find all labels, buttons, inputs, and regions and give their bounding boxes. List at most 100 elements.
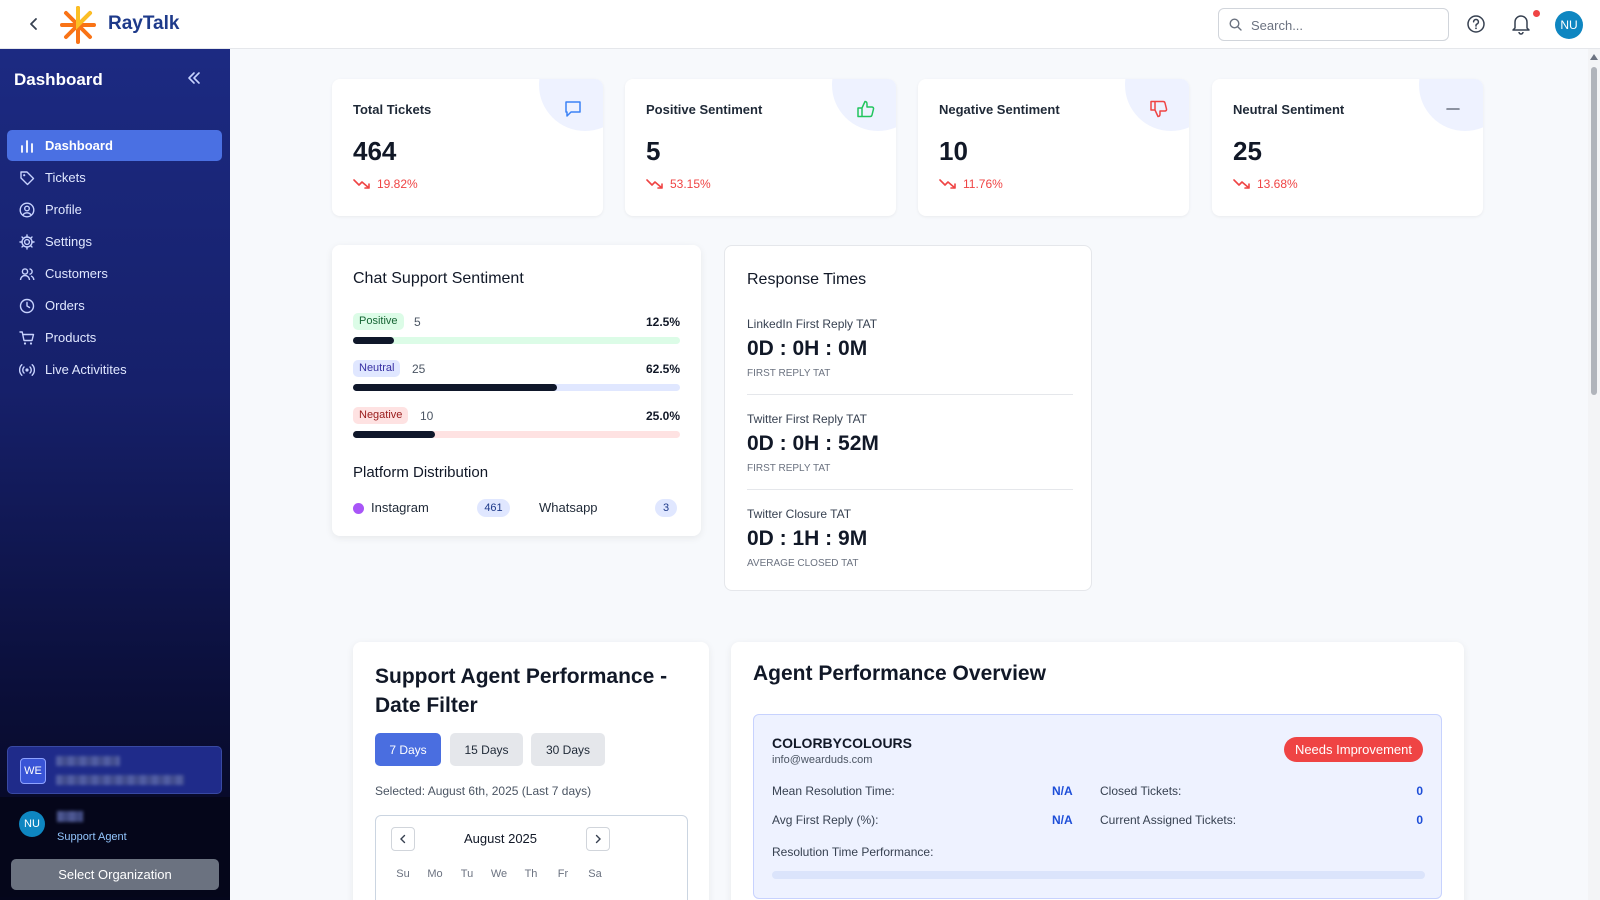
sentiment-progress-track [353,431,680,438]
search-icon [1229,18,1242,31]
bar-chart-icon [21,139,33,153]
raytalk-logo [60,6,96,44]
sidebar-item-settings[interactable]: Settings [7,226,222,257]
sentiment-progress-track [353,384,680,391]
sidebar-item-live-activities[interactable]: Live Activitites [7,354,222,385]
response-time-item: Twitter First Reply TAT 0D : 0H : 52M FI… [747,412,879,474]
page-scrollbar[interactable] [1588,49,1600,900]
chevron-right-icon [595,834,601,844]
sidebar-item-tickets[interactable]: Tickets [7,162,222,193]
platform-count-badge: 461 [477,499,510,517]
weekday-label: Fr [557,868,569,880]
sentiment-percent: 25.0% [645,409,680,423]
scroll-thumb[interactable] [1591,67,1597,395]
gear-icon [19,233,35,250]
notification-dot [1533,10,1540,17]
agent-performance-overview-card: Agent Performance Overview COLORBYCOLOUR… [731,642,1464,900]
filter-15-days-button[interactable]: 15 Days [450,733,523,766]
metric-label: Mean Resolution Time: [772,784,895,798]
divider [747,489,1073,490]
weekday-label: Tu [460,868,474,880]
user-avatar[interactable]: NU [1555,11,1583,39]
scroll-up-arrow[interactable] [1590,54,1598,60]
stat-card-positive-sentiment: Positive Sentiment 5 53.15% [625,79,896,216]
tag-icon [20,170,35,185]
metric-value: 0 [1416,813,1423,827]
double-chevron-left-icon [188,72,200,84]
organization-card[interactable]: WE [7,746,222,794]
stat-trend: 13.68% [1233,177,1298,191]
card-title: Response Times [747,271,867,288]
sidebar-item-label: Customers [45,266,108,281]
sentiment-progress-fill [353,337,394,344]
calendar-prev-button[interactable] [391,827,415,851]
thumbs-down-icon [1150,100,1168,118]
stat-trend: 11.76% [939,177,1003,191]
weekday-label: We [490,868,508,880]
agent-email: info@wearduds.com [772,754,873,766]
sidebar-item-label: Orders [45,298,85,313]
stat-label: Total Tickets [353,102,432,117]
trending-down-icon [939,179,956,189]
redacted-org-detail [56,775,184,785]
sentiment-row-positive: Positive 5 12.5% [353,313,680,353]
platform-name: Whatsapp [539,500,598,515]
top-bar: RayTalk NU [0,0,1600,49]
stat-value: 464 [353,136,397,166]
sidebar-item-customers[interactable]: Customers [7,258,222,289]
metric-label: Closed Tickets: [1100,784,1182,798]
cart-icon [19,330,35,345]
chat-support-sentiment-card: Chat Support Sentiment Positive 5 12.5% … [332,245,701,536]
sentiment-percent: 62.5% [645,362,680,376]
metric-value: 0 [1416,784,1423,798]
calendar-month: August 2025 [464,831,538,846]
calendar-next-button[interactable] [586,827,610,851]
filter-7-days-button[interactable]: 7 Days [375,733,441,766]
select-organization-button[interactable]: Select Organization [11,859,219,890]
redacted-user-name [57,811,83,822]
broadcast-icon [19,363,35,376]
metric-value: N/A [1052,813,1073,827]
sidebar-item-profile[interactable]: Profile [7,194,222,225]
platform-name: Instagram [371,500,429,515]
stat-label: Positive Sentiment [646,102,763,117]
sidebar-item-label: Products [45,330,97,345]
card-title: Support Agent Performance - Date Filter [375,665,668,717]
stat-card-total-tickets: Total Tickets 464 19.82% [332,79,603,216]
sidebar: Dashboard Dashboard Tickets Profile Sett… [0,49,230,900]
trending-down-icon [1233,179,1250,189]
sentiment-percent: 12.5% [645,315,680,329]
bell-icon[interactable] [1511,13,1531,35]
collapse-sidebar-button[interactable] [187,71,201,90]
sidebar-item-products[interactable]: Products [7,322,222,353]
sidebar-item-label: Tickets [45,170,86,185]
sentiment-pill: Neutral [353,360,401,377]
sidebar-title: Dashboard [14,70,103,89]
sidebar-item-orders[interactable]: Orders [7,290,222,321]
search-box[interactable] [1218,8,1449,41]
calendar: August 2025 Su Mo Tu We Th Fr Sa [375,815,688,900]
sentiment-pill: Negative [353,407,409,424]
sidebar-item-dashboard[interactable]: Dashboard [7,130,222,161]
back-button[interactable] [22,12,46,36]
org-badge: WE [20,758,46,784]
metric-value: N/A [1052,784,1073,798]
search-input[interactable] [1251,15,1441,35]
sentiment-progress-track [353,337,680,344]
stat-card-negative-sentiment: Negative Sentiment 10 11.76% [918,79,1189,216]
sentiment-pill: Positive [353,313,404,330]
stat-value: 5 [646,136,661,166]
filter-30-days-button[interactable]: 30 Days [531,733,605,766]
help-circle-icon[interactable] [1466,14,1486,34]
stat-trend: 19.82% [353,177,418,191]
sentiment-count: 10 [420,409,434,423]
sentiment-count: 25 [412,362,426,376]
instagram-dot [353,503,364,514]
platform-count-badge: 3 [655,499,677,517]
user-circle-icon [19,201,35,218]
users-icon [19,267,35,280]
response-times-card: Response Times LinkedIn First Reply TAT … [724,245,1092,591]
response-time-item: Twitter Closure TAT 0D : 1H : 9M AVERAGE… [747,507,868,569]
stat-label: Negative Sentiment [939,102,1060,117]
agent-card: COLORBYCOLOURS info@wearduds.com Needs I… [753,714,1442,899]
